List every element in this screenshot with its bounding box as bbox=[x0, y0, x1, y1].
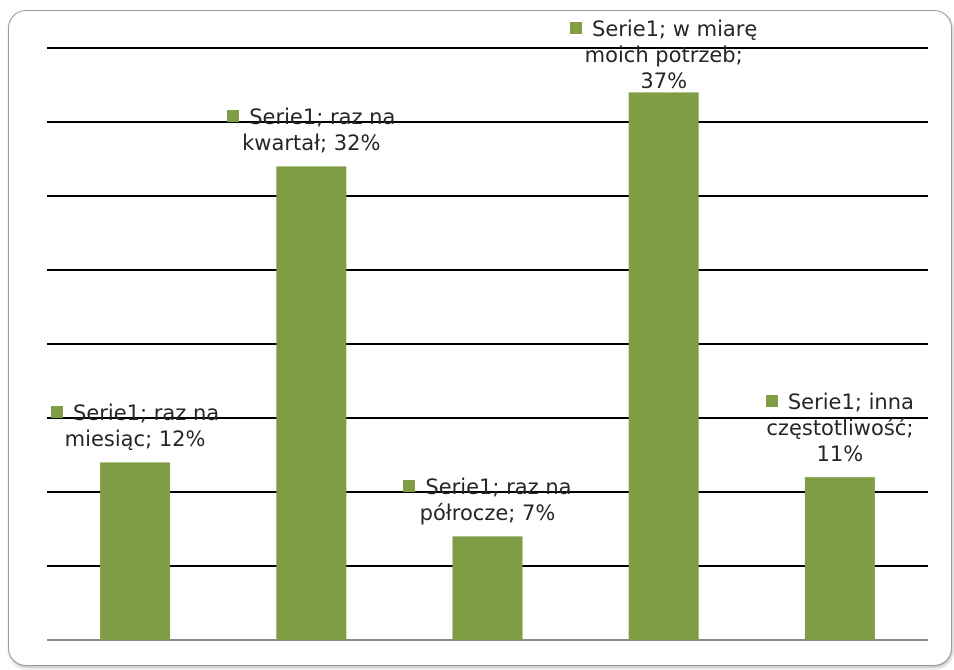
bar bbox=[276, 166, 347, 640]
data-label: Serie1; raz na półrocze; 7% bbox=[378, 474, 598, 526]
data-label-line: kwartał; 32% bbox=[201, 130, 421, 156]
data-label-text: 37% bbox=[640, 69, 688, 93]
bar bbox=[628, 92, 699, 640]
data-label-text: Serie1; raz na bbox=[73, 401, 220, 426]
bar bbox=[100, 462, 171, 640]
data-label-line: 11% bbox=[730, 441, 950, 467]
data-label-text: miesiąc; 12% bbox=[64, 427, 206, 452]
data-label-text: Serie1; raz na bbox=[249, 105, 396, 130]
data-label: Serie1; w miarę moich potrzeb; 37% bbox=[554, 16, 774, 94]
data-label-line: Serie1; w miarę bbox=[554, 16, 774, 42]
data-label: Serie1; raz na miesiąc; 12% bbox=[25, 400, 245, 452]
data-label-line: Serie1; inna bbox=[730, 389, 950, 415]
legend-key-icon bbox=[51, 406, 64, 419]
data-label-line: półrocze; 7% bbox=[378, 500, 598, 526]
data-label-line: moich potrzeb; bbox=[554, 42, 774, 68]
bar bbox=[804, 477, 875, 640]
legend-key-icon bbox=[403, 480, 416, 493]
legend-key-icon bbox=[765, 395, 778, 408]
legend-key-icon bbox=[570, 22, 583, 34]
data-label-text: częstotliwość; bbox=[766, 416, 914, 441]
data-label-text: półrocze; 7% bbox=[419, 501, 556, 526]
data-label-line: miesiąc; 12% bbox=[25, 426, 245, 452]
data-label-text: Serie1; raz na bbox=[425, 475, 572, 500]
data-label-text: Serie1; inna bbox=[787, 390, 914, 415]
data-label-line: Serie1; raz na bbox=[201, 104, 421, 130]
bar bbox=[452, 536, 523, 640]
data-label-line: częstotliwość; bbox=[730, 415, 950, 441]
data-label-text: moich potrzeb; bbox=[584, 43, 743, 67]
data-label-line: Serie1; raz na bbox=[378, 474, 598, 500]
legend-key-icon bbox=[227, 110, 240, 123]
data-label-text: Serie1; w miarę bbox=[592, 17, 758, 41]
data-label: Serie1; inna częstotliwość; 11% bbox=[730, 389, 950, 467]
data-label-line: Serie1; raz na bbox=[25, 400, 245, 426]
data-label-text: 11% bbox=[816, 442, 864, 467]
data-label-line: 37% bbox=[554, 68, 774, 94]
data-label: Serie1; raz na kwartał; 32% bbox=[201, 104, 421, 156]
data-label-text: kwartał; 32% bbox=[242, 131, 381, 156]
